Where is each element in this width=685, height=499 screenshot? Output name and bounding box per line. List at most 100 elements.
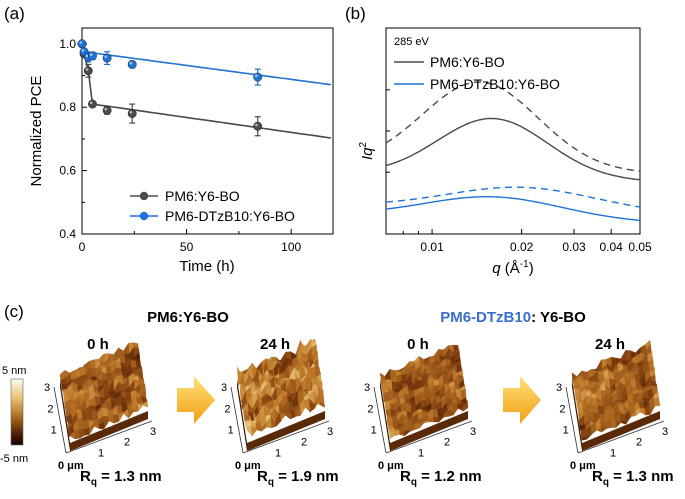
afm-surface-cell (597, 405, 604, 414)
afm-surface-cell (428, 355, 435, 358)
afm-surface-cell (571, 372, 578, 383)
data-point-highlight (104, 55, 108, 59)
rq-subscript: q (411, 477, 417, 488)
afm-title-right-blue: PM6-DTzB10 (440, 309, 531, 326)
chart-b-ylabel-sup: 2 (358, 142, 369, 148)
arrow-right-icon (177, 376, 215, 424)
afm-surface-cell (120, 368, 127, 373)
chart-b-annotation: 285 eV (394, 36, 430, 48)
chart-b-xlabel-close: ) (529, 260, 534, 277)
rq-value: = 1.3 nm (97, 468, 162, 485)
afm-tick-label: 2 (224, 403, 230, 415)
afm-surface-cell (305, 375, 312, 392)
y-tick-label: 0.6 (59, 164, 76, 178)
rq-value: = 1.3 nm (609, 468, 674, 485)
afm-time-label: 24 h (260, 336, 290, 353)
data-point (88, 51, 97, 61)
afm-surface-cell (403, 430, 410, 437)
rq-symbol: R (257, 468, 268, 485)
data-point (83, 66, 93, 76)
afm-time-label: 0 h (407, 336, 429, 353)
afm-tick-label: 1 (98, 447, 104, 459)
data-point-highlight (104, 107, 108, 111)
afm-rq-label: Rq = 1.3 nm (592, 468, 674, 488)
data-point (127, 109, 137, 119)
afm-surface-cell (403, 393, 410, 400)
legend-marker-pm6 (139, 191, 149, 201)
afm-tick-label: 2 (47, 403, 53, 415)
afm-tick-label: 2 (367, 403, 373, 415)
legend-label-b-dtz: PM6-DTzB10:Y6-BO (430, 76, 560, 92)
data-point (77, 39, 87, 49)
chart-b-xlabel-q: q (492, 260, 501, 277)
afm-title-left: PM6:Y6-BO (147, 309, 229, 326)
afm-surface-cell (400, 373, 407, 382)
data-point-highlight (255, 123, 258, 127)
afm-surface-cell (425, 366, 432, 374)
afm-surface-cell (90, 376, 97, 381)
afm-tick-label: 2 (301, 437, 307, 449)
afm-surface-cell (101, 372, 108, 381)
afm-title-right-black: : Y6-BO (531, 309, 586, 326)
afm-unit-label: 0 μm (235, 460, 261, 472)
dashed-curve (385, 186, 641, 208)
afm-tick-label: 1 (371, 425, 377, 437)
afm-tick-label: 3 (150, 426, 156, 438)
afm-rq-label: Rq = 1.3 nm (80, 468, 162, 488)
chart-a-ylabel: Normalized PCE (28, 76, 45, 187)
chart-a-frame (81, 27, 334, 235)
chart-b-curves (385, 81, 641, 222)
colorbar-gradient (10, 378, 24, 446)
data-point-highlight (129, 110, 133, 114)
data-point-highlight (255, 74, 258, 78)
y-tick-label: 0.4 (59, 227, 76, 241)
x-tick-label: 0.04 (599, 240, 623, 254)
chart-b-ticks: 0.01 0.02 0.03 0.04 0.05 (386, 89, 652, 254)
afm-side-wall (237, 379, 247, 451)
afm-axis (230, 386, 244, 454)
chart-b-xlabel: q (Å-1) (492, 259, 533, 277)
afm-rq-label: Rq = 1.2 nm (400, 468, 482, 488)
data-point (127, 59, 137, 69)
afm-tick-label: 2 (559, 403, 565, 415)
afm-surface-cell (433, 416, 439, 423)
chart-b-ylabel-main: Iq (359, 147, 376, 160)
afm-surface-cell (90, 367, 97, 377)
colorbar-bottom-label: -5 nm (0, 453, 28, 465)
fit-line (81, 43, 332, 86)
chart-b-xlabel-sup: -1 (520, 259, 529, 270)
afm-surface-cell (445, 358, 451, 366)
arrow-right-icon (503, 376, 541, 424)
rq-symbol: R (592, 468, 603, 485)
afm-time-label: 0 h (87, 336, 109, 353)
legend-label-pm6: PM6:Y6-BO (165, 188, 240, 204)
afm-surface-cell (290, 378, 297, 395)
afm-rq-label: Rq = 1.9 nm (257, 468, 339, 488)
afm-tick-label: 3 (221, 382, 227, 394)
afm-surface-cell (610, 419, 617, 428)
afm-axis (577, 420, 665, 454)
rq-value: = 1.2 nm (417, 468, 482, 485)
legend-marker-dtz (139, 211, 149, 221)
afm-tick-label: 2 (636, 437, 642, 449)
afm-surface-cell (588, 411, 595, 421)
chart-a-xlabel: Time (h) (179, 258, 234, 275)
afm-side-wall (247, 411, 325, 451)
afm-side-wall (70, 411, 148, 451)
dashed-curve (385, 81, 641, 172)
panel-label-a: (a) (4, 4, 25, 23)
afm-surface-cell (117, 374, 124, 380)
afm-time-label: 24 h (595, 336, 625, 353)
chart-b-legend: PM6:Y6-BO PM6-DTzB10:Y6-BO (394, 54, 560, 92)
rq-subscript: q (603, 477, 609, 488)
afm-axis (373, 386, 387, 454)
x-tick-label: 0 (79, 240, 86, 254)
afm-surface-cell (384, 368, 391, 381)
fit-line (81, 43, 332, 139)
chart-b: 0.01 0.02 0.03 0.04 0.05 285 eV PM6:Y6-BO PM… (358, 27, 652, 277)
chart-a-marks (77, 39, 263, 137)
